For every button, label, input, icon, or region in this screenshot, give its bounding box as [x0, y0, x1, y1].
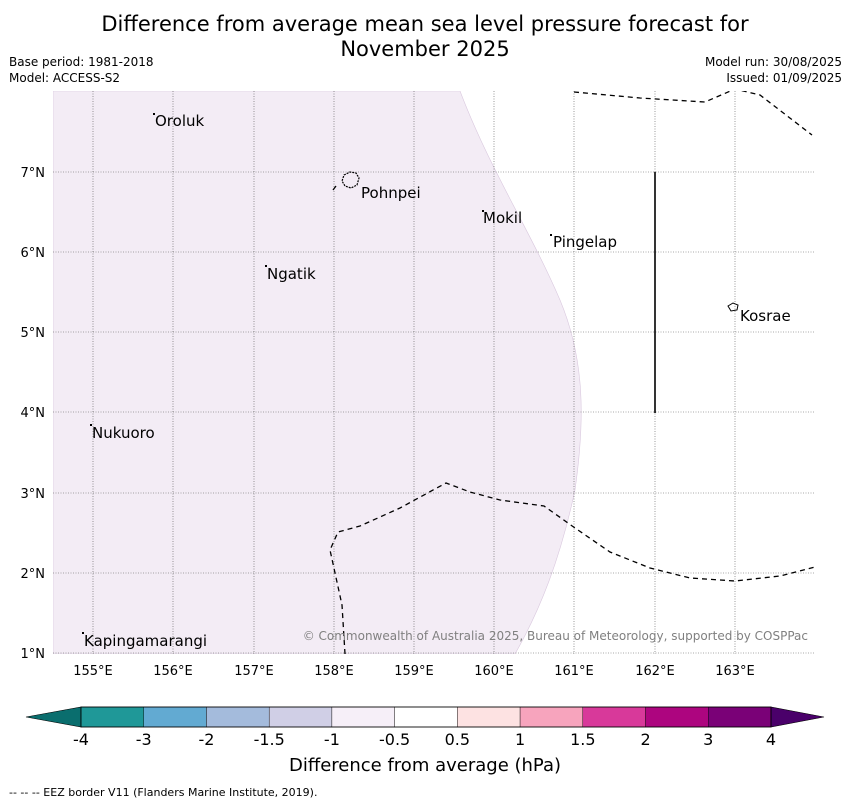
colorbar	[25, 706, 825, 728]
colorbar-tick-label: -0.5	[379, 730, 410, 749]
lat-label: 7°N	[21, 166, 46, 181]
atoll-markers	[82, 113, 552, 634]
colorbar-tick-label: 3	[703, 730, 713, 749]
colorbar-segment	[519, 706, 584, 728]
eez-border-south	[329, 482, 815, 654]
latitude-labels: 7°N 6°N 5°N 4°N 3°N 2°N 1°N	[21, 166, 46, 662]
colorbar-tick-label: 4	[766, 730, 776, 749]
colorbar-tick-label: -1	[324, 730, 340, 749]
place-label-mokil: Mokil	[483, 209, 522, 227]
colorbar-segment	[457, 706, 521, 728]
colorbar-segment	[645, 706, 709, 728]
place-label-pohnpei: Pohnpei	[361, 184, 421, 202]
colorbar-segment	[708, 706, 772, 728]
lon-label: 161°E	[554, 664, 594, 679]
place-labels: Oroluk Pohnpei Mokil Pingelap Ngatik Kos…	[84, 112, 791, 650]
base-period: Base period: 1981-2018	[9, 55, 154, 69]
lat-label: 6°N	[21, 246, 46, 261]
colorbar-tick-label: 1	[515, 730, 525, 749]
lon-label: 163°E	[715, 664, 755, 679]
eez-border-top	[573, 91, 813, 136]
place-label-kapingamarangi: Kapingamarangi	[84, 632, 207, 650]
lon-label: 155°E	[73, 664, 113, 679]
kosrae-island-shape	[727, 302, 739, 312]
colorbar-tick-label: 1.5	[570, 730, 595, 749]
model-run: Model run: 30/08/2025	[704, 55, 842, 69]
lon-label: 158°E	[314, 664, 354, 679]
lat-label: 5°N	[21, 326, 46, 341]
model-name: Model: ACCESS-S2	[9, 71, 121, 85]
colorbar-segment	[582, 706, 646, 728]
longitude-labels: 155°E 156°E 157°E 158°E 159°E 160°E 161°…	[73, 664, 755, 679]
colorbar-tick-label: -2	[198, 730, 214, 749]
pohnpei-island-shape	[341, 171, 360, 189]
issued-date: Issued: 01/09/2025	[726, 71, 842, 85]
title-line-2: November 2025	[340, 37, 510, 61]
colorbar-tick-label: 0.5	[445, 730, 470, 749]
colorbar-tick-label: 2	[640, 730, 650, 749]
colorbar-frame	[80, 706, 772, 728]
meta-left: Base period: 1981-2018 Model: ACCESS-S2	[9, 54, 154, 86]
lat-label: 2°N	[21, 567, 46, 582]
colorbar-extend-high	[770, 706, 825, 728]
colorbar-segment	[143, 706, 207, 728]
shaded-pressure-region	[53, 91, 582, 654]
eez-border-west-stub	[332, 185, 337, 191]
place-label-oroluk: Oroluk	[155, 112, 204, 130]
colorbar-segment	[206, 706, 270, 728]
lon-label: 157°E	[234, 664, 274, 679]
graticule	[53, 91, 815, 654]
lat-label: 1°N	[21, 647, 46, 662]
colorbar-label: Difference from average (hPa)	[288, 755, 562, 776]
lon-label: 156°E	[153, 664, 193, 679]
map-area: Oroluk Pohnpei Mokil Pingelap Ngatik Kos…	[53, 91, 815, 654]
title-line-1: Difference from average mean sea level p…	[101, 12, 749, 36]
lon-label: 159°E	[394, 664, 434, 679]
colorbar-tick-label: -3	[136, 730, 152, 749]
colorbar-tick-label: -1.5	[254, 730, 285, 749]
place-label-pingelap: Pingelap	[553, 233, 617, 251]
place-label-ngatik: Ngatik	[267, 265, 316, 283]
place-label-nukuoro: Nukuoro	[92, 424, 155, 442]
colorbar-extend-low	[25, 706, 82, 728]
lat-label: 3°N	[21, 487, 46, 502]
colorbar-segment	[331, 706, 395, 728]
eez-borders	[329, 91, 815, 654]
place-label-kosrae: Kosrae	[740, 307, 791, 325]
lat-label: 4°N	[21, 406, 46, 421]
lon-label: 160°E	[474, 664, 514, 679]
colorbar-segment	[268, 706, 333, 728]
meta-right: Model run: 30/08/2025 Issued: 01/09/2025	[705, 54, 842, 86]
colorbar-segment	[80, 706, 144, 728]
colorbar-tick-label: -4	[73, 730, 89, 749]
eez-legend-note: -- -- -- EEZ border V11 (Flanders Marine…	[9, 786, 318, 799]
chart-title: Difference from average mean sea level p…	[0, 12, 850, 62]
colorbar-tick-labels: -4 -3 -2 -1.5 -1 -0.5 0.5 1 1.5 2 3 4	[73, 730, 776, 749]
lon-label: 162°E	[635, 664, 675, 679]
copyright-notice: © Commonwealth of Australia 2025, Bureau…	[303, 629, 808, 643]
colorbar-segment	[394, 706, 458, 728]
